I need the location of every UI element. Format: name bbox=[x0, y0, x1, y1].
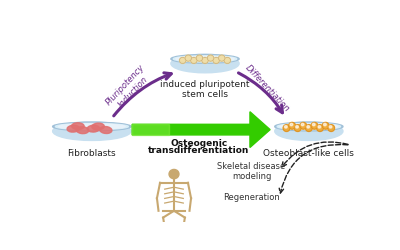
Ellipse shape bbox=[301, 124, 304, 126]
Ellipse shape bbox=[196, 56, 203, 62]
Ellipse shape bbox=[280, 124, 338, 130]
Ellipse shape bbox=[289, 123, 296, 130]
Ellipse shape bbox=[224, 58, 230, 64]
Ellipse shape bbox=[173, 56, 237, 63]
Ellipse shape bbox=[300, 123, 307, 130]
Ellipse shape bbox=[277, 124, 340, 130]
Ellipse shape bbox=[312, 124, 315, 126]
Ellipse shape bbox=[171, 55, 239, 64]
Text: Skeletal disease
modeling: Skeletal disease modeling bbox=[217, 161, 286, 180]
Text: Differentiation: Differentiation bbox=[243, 62, 291, 113]
FancyArrowPatch shape bbox=[279, 145, 348, 193]
Ellipse shape bbox=[53, 123, 131, 131]
Ellipse shape bbox=[284, 126, 287, 128]
Ellipse shape bbox=[322, 123, 329, 130]
Ellipse shape bbox=[87, 126, 100, 132]
Ellipse shape bbox=[67, 126, 80, 132]
Ellipse shape bbox=[171, 55, 239, 74]
Text: Pluripotency
Induction: Pluripotency Induction bbox=[104, 62, 154, 113]
Ellipse shape bbox=[213, 58, 219, 64]
Ellipse shape bbox=[169, 170, 179, 179]
Ellipse shape bbox=[311, 123, 318, 130]
Ellipse shape bbox=[72, 123, 84, 130]
Text: transdifferentiation: transdifferentiation bbox=[148, 146, 250, 154]
Ellipse shape bbox=[317, 125, 324, 132]
FancyArrowPatch shape bbox=[282, 142, 348, 167]
Ellipse shape bbox=[329, 126, 332, 128]
FancyArrowPatch shape bbox=[238, 74, 282, 113]
Ellipse shape bbox=[55, 124, 128, 130]
Ellipse shape bbox=[180, 58, 186, 64]
Ellipse shape bbox=[191, 58, 197, 64]
Ellipse shape bbox=[294, 125, 301, 132]
Ellipse shape bbox=[283, 125, 290, 132]
FancyArrowPatch shape bbox=[114, 74, 171, 116]
Ellipse shape bbox=[296, 126, 298, 128]
Text: Osteogenic: Osteogenic bbox=[170, 139, 228, 148]
Ellipse shape bbox=[328, 125, 334, 132]
Ellipse shape bbox=[176, 57, 234, 62]
Text: Regeneration: Regeneration bbox=[223, 192, 280, 201]
Text: Osteoblast-like cells: Osteoblast-like cells bbox=[264, 148, 354, 157]
Ellipse shape bbox=[207, 56, 214, 62]
Ellipse shape bbox=[275, 122, 343, 141]
Ellipse shape bbox=[92, 124, 104, 130]
Ellipse shape bbox=[324, 124, 326, 126]
Ellipse shape bbox=[218, 56, 225, 62]
Ellipse shape bbox=[306, 125, 312, 132]
Ellipse shape bbox=[58, 124, 125, 130]
Ellipse shape bbox=[202, 58, 208, 64]
Ellipse shape bbox=[307, 126, 310, 128]
Ellipse shape bbox=[53, 122, 131, 141]
Ellipse shape bbox=[185, 56, 192, 62]
Polygon shape bbox=[132, 112, 270, 148]
Ellipse shape bbox=[76, 127, 89, 134]
Ellipse shape bbox=[100, 127, 112, 134]
Text: Fibroblasts: Fibroblasts bbox=[68, 148, 116, 158]
Text: induced pluripotent
stem cells: induced pluripotent stem cells bbox=[160, 80, 250, 99]
Ellipse shape bbox=[290, 124, 293, 126]
Ellipse shape bbox=[275, 123, 343, 131]
Ellipse shape bbox=[318, 126, 321, 128]
Polygon shape bbox=[132, 125, 169, 136]
